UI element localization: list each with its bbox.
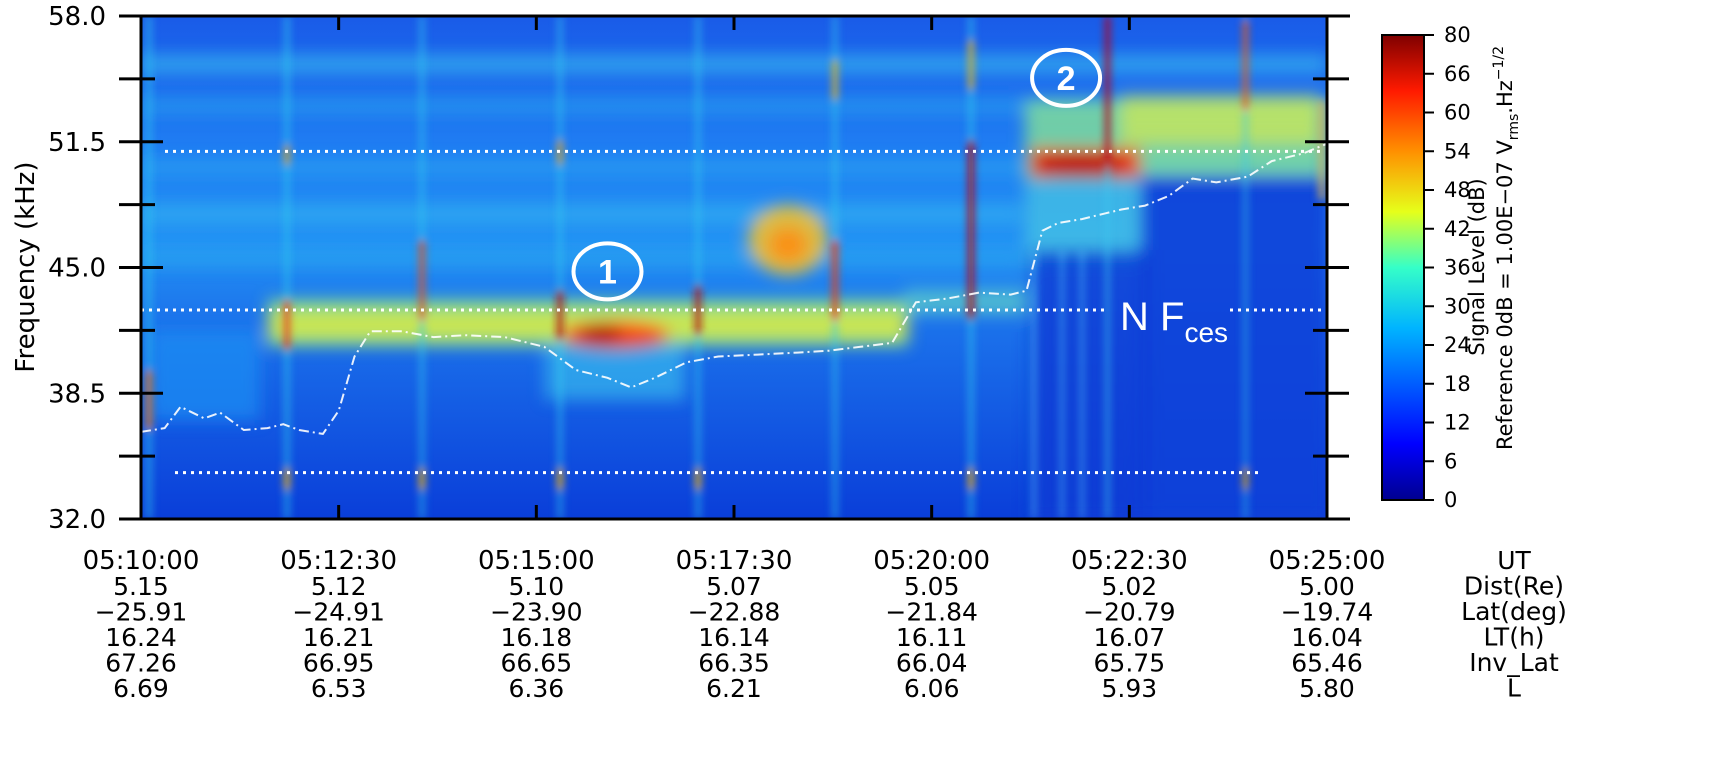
- ephemeris-value: 66.65: [501, 649, 573, 678]
- ephemeris-value: 6.21: [706, 674, 762, 703]
- y-tick-label: 45.0: [48, 254, 106, 284]
- harmonic-label-main: N F: [1120, 295, 1184, 339]
- ephemeris-value: −23.90: [490, 598, 583, 627]
- spectrogram-image: [141, 16, 1327, 519]
- ephemeris-value: 16.21: [303, 623, 375, 652]
- ephemeris-row-label: UT: [1497, 546, 1531, 575]
- event-marker-circle: [571, 241, 644, 302]
- ephemeris-value: 16.14: [698, 623, 770, 652]
- ephemeris-value: −24.91: [292, 598, 385, 627]
- colorbar-tick-label: 6: [1444, 449, 1457, 473]
- ephemeris-value: −22.88: [688, 598, 781, 627]
- event-marker-label: 1: [598, 253, 617, 291]
- x-tick-labels: 05:10:00 05:12:30 05:15:00 05:17:30 05:20:00…: [83, 546, 1386, 576]
- colorbar-label: Signal Level (dB) Reference 0dB = 1.00E−…: [1465, 46, 1522, 450]
- ephemeris-value: −21.84: [885, 598, 978, 627]
- ephemeris-row-label: Inv_Lat: [1469, 648, 1559, 677]
- ephemeris-value: 65.46: [1291, 649, 1363, 678]
- plasma-boundary-trace: [140, 142, 1328, 435]
- event-marker-circle: [1030, 47, 1103, 108]
- axis-ticks: [119, 14, 1349, 521]
- colorbar-tick-label: 66: [1444, 62, 1471, 86]
- colorbar-unit-sub: rms: [1506, 114, 1522, 140]
- ephemeris-value: 5.15: [113, 572, 169, 601]
- x-tick-label: 05:15:00: [478, 546, 595, 576]
- ephemeris-value: 5.00: [1299, 572, 1355, 601]
- ephemeris-value: 6.06: [904, 674, 960, 703]
- ephemeris-value: 6.53: [311, 674, 367, 703]
- ephemeris-table: 5.15 5.12 5.10 5.07 5.05 5.02 5.00 −25.91 −24.91…: [95, 546, 1567, 703]
- colorbar-unit-sup: −1/2: [1491, 46, 1507, 80]
- colorbar-tick-label: 60: [1444, 101, 1471, 125]
- y-axis-title: Frequency (kHz): [11, 161, 41, 372]
- y-tick-label: 38.5: [48, 379, 106, 409]
- event-markers: 12: [571, 47, 1103, 302]
- ephemeris-value: 16.07: [1094, 623, 1166, 652]
- ephemeris-value: 5.12: [311, 572, 367, 601]
- x-tick-label: 05:12:30: [280, 546, 397, 576]
- reference-lines: [141, 149, 1327, 475]
- harmonic-label: N Fces: [1120, 295, 1228, 348]
- colorbar-tick-label: 0: [1444, 488, 1457, 512]
- colorbar-tick-label: 36: [1444, 256, 1471, 280]
- ephemeris-row-label: Dist(Re): [1464, 572, 1564, 601]
- colorbar-reference-text: Reference 0dB = 1.00E−07 V: [1493, 140, 1517, 450]
- colorbar-tick-label: 18: [1444, 372, 1471, 396]
- ephemeris-row-label: L: [1507, 674, 1521, 703]
- colorbar-tick-label: 80: [1444, 23, 1471, 47]
- ephemeris-value: 6.69: [113, 674, 169, 703]
- x-tick-label: 05:20:00: [873, 546, 990, 576]
- ephemeris-value: 6.36: [508, 674, 564, 703]
- ephemeris-value: 16.11: [896, 623, 968, 652]
- ephemeris-row-label: Lat(deg): [1461, 597, 1567, 626]
- ephemeris-value: −19.74: [1281, 598, 1374, 627]
- ephemeris-value: 16.18: [501, 623, 573, 652]
- ephemeris-value: 66.95: [303, 649, 375, 678]
- ephemeris-value: 5.80: [1299, 674, 1355, 703]
- y-tick-labels: 32.0 38.5 45.0 51.5 58.0: [48, 2, 106, 535]
- ephemeris-value: 5.93: [1101, 674, 1157, 703]
- ephemeris-value: 16.04: [1291, 623, 1363, 652]
- colorbar-unit-tail: .Hz: [1493, 80, 1517, 114]
- ephemeris-value: −20.79: [1083, 598, 1176, 627]
- colorbar-tick-label: 30: [1444, 294, 1471, 318]
- colorbar-label-line1: Signal Level (dB): [1465, 178, 1489, 355]
- ephemeris-value: 16.24: [105, 623, 177, 652]
- colorbar-tick-label: 42: [1444, 217, 1471, 241]
- event-marker-label: 2: [1057, 60, 1076, 98]
- y-tick-label: 58.0: [48, 2, 106, 32]
- ephemeris-value: −25.91: [95, 598, 188, 627]
- y-tick-label: 51.5: [48, 128, 106, 158]
- ephemeris-row-label: LT(h): [1483, 623, 1544, 652]
- ephemeris-value: 65.75: [1094, 649, 1166, 678]
- x-tick-label: 05:25:00: [1269, 546, 1386, 576]
- x-tick-label: 05:17:30: [676, 546, 793, 576]
- x-tick-label: 05:22:30: [1071, 546, 1188, 576]
- ephemeris-value: 66.04: [896, 649, 968, 678]
- ephemeris-value: 66.35: [698, 649, 770, 678]
- ephemeris-value: 5.10: [508, 572, 564, 601]
- ephemeris-value: 5.02: [1101, 572, 1157, 601]
- colorbar-tick-label: 54: [1444, 139, 1471, 163]
- colorbar: [1381, 34, 1425, 501]
- colorbar-tick-label: 24: [1444, 333, 1471, 357]
- colorbar-tick-label: 12: [1444, 411, 1471, 435]
- x-tick-label: 05:10:00: [83, 546, 200, 576]
- y-tick-label: 32.0: [48, 505, 106, 535]
- harmonic-label-sub: ces: [1184, 317, 1228, 348]
- ephemeris-value: 5.07: [706, 572, 762, 601]
- ephemeris-value: 5.05: [904, 572, 960, 601]
- ephemeris-value: 67.26: [105, 649, 177, 678]
- colorbar-tick-label: 48: [1444, 178, 1471, 202]
- colorbar-label-line2: Reference 0dB = 1.00E−07 Vrms.Hz−1/2: [1491, 46, 1522, 450]
